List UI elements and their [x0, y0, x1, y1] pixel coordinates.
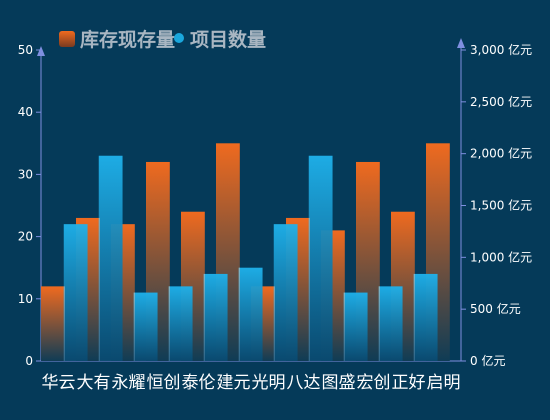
bar-overlap [63, 286, 65, 361]
x-tick-label: 八达 [287, 373, 321, 393]
bar-series-1 [133, 292, 158, 361]
x-tick-label: 光明 [252, 373, 286, 393]
bar-series-1 [413, 273, 438, 361]
left-axis-arrow [37, 46, 45, 56]
bar-overlap [203, 273, 205, 361]
legend-label-series-0: 库存现存量 [80, 28, 175, 51]
bar-overlap [378, 286, 380, 361]
legend-label-series-1: 项目数量 [190, 28, 266, 51]
x-tick-label: 恒创 [147, 373, 181, 393]
legend-swatch-series-1 [174, 33, 184, 43]
bar-series-1 [63, 224, 88, 361]
bar-overlap [413, 273, 415, 361]
bar-overlap [238, 267, 240, 361]
bar-series-1 [308, 155, 333, 361]
bar-series-1 [343, 292, 368, 361]
bar-series-1 [238, 267, 263, 361]
left-tick-label: 10 [18, 292, 33, 306]
legend-swatch-series-0 [59, 31, 75, 47]
bar-series-1 [378, 286, 403, 361]
x-tick-label: 泰伦 [182, 373, 216, 393]
bar-series-1 [273, 224, 298, 361]
x-tick-label: 永耀 [112, 373, 146, 393]
x-tick-label: 图盛 [322, 373, 356, 393]
right-axis: 0 亿元 500 亿元 1,000 亿元 1,500 亿元 2,000 亿元 2,500 … [457, 38, 532, 368]
bar-overlap [168, 286, 170, 361]
x-tick-label: 华云 [42, 373, 76, 393]
x-tick-label: 启明 [427, 373, 461, 393]
bar-overlap [273, 286, 275, 361]
left-tick-label: 30 [18, 167, 33, 181]
bar-overlap [343, 292, 345, 361]
right-tick-label: 500 亿元 [470, 301, 521, 316]
legend: 库存现存量 项目数量 [59, 28, 266, 51]
left-tick-label: 50 [18, 43, 33, 57]
right-tick-label: 1,000 亿元 [470, 249, 532, 264]
right-tick-label: 0 亿元 [470, 353, 505, 368]
x-tick-label: 正好 [392, 373, 426, 393]
x-tick-label: 宏创 [357, 373, 391, 393]
x-tick-label: 大有 [77, 373, 111, 393]
right-axis-arrow [457, 38, 465, 48]
left-axis: 0 10 20 30 40 50 [18, 43, 45, 368]
series-1-bars [63, 155, 438, 361]
bar-series-1 [98, 155, 123, 361]
right-tick-label: 1,500 亿元 [470, 198, 532, 213]
bar-overlap [308, 217, 310, 361]
left-tick-label: 20 [18, 230, 33, 244]
right-tick-label: 2,500 亿元 [470, 94, 532, 109]
right-tick-label: 2,000 亿元 [470, 146, 532, 161]
bar-series-0 [41, 286, 65, 361]
right-tick-label: 3,000 亿元 [470, 42, 532, 57]
left-tick-label: 40 [18, 105, 33, 119]
left-tick-label: 0 [25, 354, 33, 368]
bar-series-1 [203, 273, 228, 361]
x-tick-label: 建元 [217, 373, 251, 393]
bar-series-1 [168, 286, 193, 361]
bar-overlap [98, 217, 100, 361]
x-axis-labels: 华云 大有 永耀 恒创 泰伦 建元 光明 八达 图盛 宏创 正好 启明 [42, 373, 461, 393]
bar-overlap [133, 292, 135, 361]
